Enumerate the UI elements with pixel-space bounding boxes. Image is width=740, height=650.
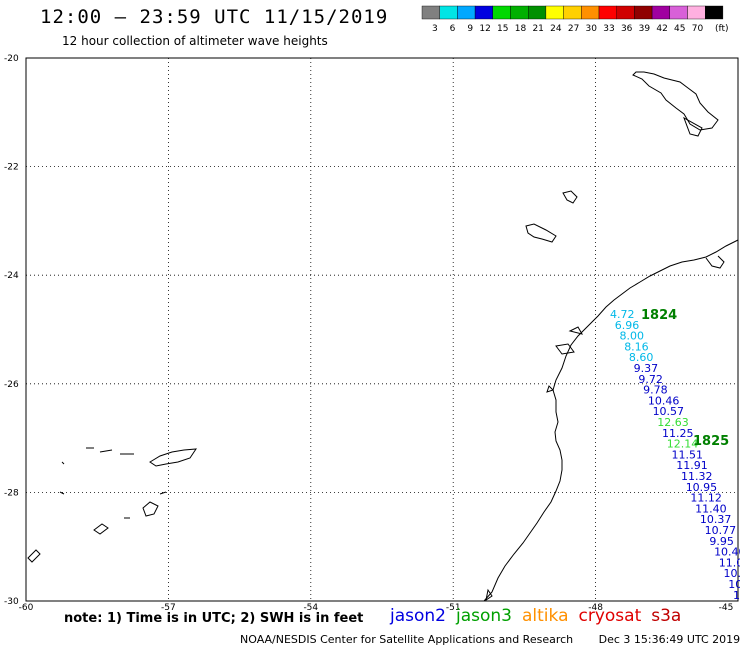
lon-label: -57	[161, 603, 176, 610]
lon-label: -45	[719, 603, 734, 610]
legend-label: 45	[674, 24, 685, 34]
legend-label: 70	[692, 24, 704, 34]
lon-label: -54	[303, 603, 318, 610]
legend-label: 39	[639, 24, 651, 34]
swh-value: 10.46	[648, 394, 680, 407]
mission-jason2: jason2	[390, 606, 446, 626]
track-labels: 1824 1825	[641, 308, 729, 449]
mission-altika: altika	[522, 606, 569, 626]
lon-label: -48	[588, 603, 603, 610]
swh-value: 10.9	[728, 578, 740, 591]
legend-label: 27	[568, 24, 579, 34]
mission-legend: jason2 jason3 altika cryosat s3a	[390, 606, 691, 626]
credit-text: NOAA/NESDIS Center for Satellite Applica…	[240, 633, 574, 646]
lat-label: -20	[4, 54, 19, 64]
swh-value: 9.72	[638, 373, 663, 386]
swh-value: 9.78	[643, 384, 668, 397]
swh-value: 9.37	[634, 362, 659, 375]
swh-value: 11.25	[662, 427, 694, 440]
lon-label: -51	[446, 603, 461, 610]
lat-label: -28	[4, 488, 19, 498]
swh-value: 10.40	[714, 546, 740, 559]
lat-label: -30	[4, 597, 19, 607]
track-label: 1825	[693, 434, 729, 449]
wave-height-map: -20 -22 -24 -26 -28 -30-60 -57 -54 -51 -48 -45 4.7…	[4, 54, 740, 610]
legend-label: 18	[515, 24, 527, 34]
swh-value: 4.72	[610, 308, 635, 321]
lat-label: -24	[4, 271, 19, 281]
legend-label: 42	[656, 24, 667, 34]
legend-label: 15	[497, 24, 508, 34]
footer-credit: NOAA/NESDIS Center for Satellite Applica…	[240, 633, 740, 646]
swh-value: 11.08	[719, 556, 740, 569]
legend-label: 12	[479, 24, 490, 34]
swh-value: 12.14	[667, 438, 699, 451]
legend-label: 9	[467, 24, 473, 34]
lat-label: -22	[4, 163, 19, 173]
swh-value: 6.96	[615, 319, 640, 332]
legend-swatch	[705, 5, 724, 20]
swh-value: 9.95	[709, 535, 734, 548]
axis-labels: -20 -22 -24 -26 -28 -30-60 -57 -54 -51 -48 -45	[4, 54, 733, 610]
mission-s3a: s3a	[651, 606, 682, 626]
graticule	[25, 57, 739, 602]
map-subtitle: 12 hour collection of altimeter wave hei…	[62, 34, 328, 48]
legend-unit: (ft)	[715, 24, 729, 34]
mission-jason3: jason3	[456, 606, 512, 626]
lon-label: -60	[19, 603, 34, 610]
swh-value: 11.32	[681, 470, 713, 483]
legend-label: 6	[450, 24, 456, 34]
legend-label: 3	[432, 24, 438, 34]
mission-cryosat: cryosat	[578, 606, 642, 626]
legend-label: 36	[621, 24, 633, 34]
swh-value: 12.63	[657, 416, 689, 429]
coastline	[27, 71, 739, 602]
swh-value: 11.91	[676, 459, 708, 472]
legend-label: 24	[550, 24, 562, 34]
track-label: 1824	[641, 308, 677, 323]
swh-value: 8.00	[619, 330, 644, 343]
swh-value: 8.60	[629, 351, 654, 364]
color-legend: 3 6 9 12 15 18 21 24 27 30 33 36 39 42 45 70 (ft)	[421, 5, 729, 34]
swh-value: 11.3	[733, 589, 740, 602]
map-title: 12:00 – 23:59 UTC 11/15/2019	[40, 6, 389, 28]
legend-label: 21	[532, 24, 543, 34]
swh-value: 11.12	[690, 492, 722, 505]
credit-timestamp: Dec 3 15:36:49 UTC 2019	[598, 633, 740, 646]
swh-value: 10.77	[705, 524, 737, 537]
swh-value: 10.37	[700, 513, 732, 526]
footer-note: note: 1) Time is in UTC; 2) SWH is in fe…	[64, 611, 364, 626]
swh-value: 8.16	[624, 340, 649, 353]
swh-value: 11.40	[695, 502, 727, 515]
lat-label: -26	[4, 380, 19, 390]
swh-value: 10.95	[686, 481, 718, 494]
swh-value: 10.57	[653, 405, 685, 418]
legend-label: 30	[586, 24, 598, 34]
swh-values: 4.726.968.008.168.609.379.729.7810.4610.…	[610, 308, 740, 602]
swh-value: 10.19	[724, 567, 740, 580]
swh-value: 11.51	[672, 448, 704, 461]
legend-label: 33	[603, 24, 614, 34]
